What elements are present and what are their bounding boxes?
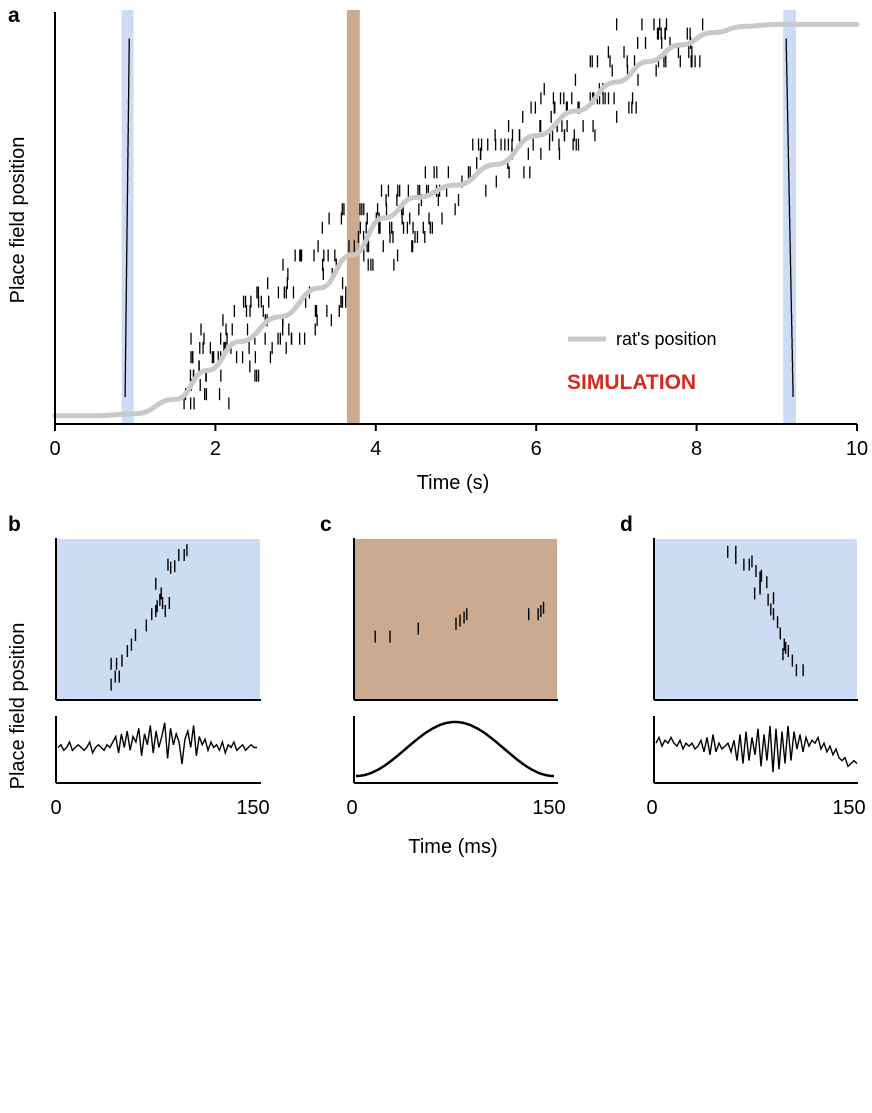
panel-d-lfp-trace [655,725,858,773]
panel-c-tick-0: 0 [346,797,357,819]
panel-letter-c: c [320,513,332,536]
panel-letter-d: d [620,513,633,536]
rat-position-line [52,21,860,419]
panel-a-shaded-intervals [121,10,797,424]
panel-a-y-axis-label: Place field position [7,137,29,304]
panel-b-tick-0: 0 [50,797,61,819]
panel-b-tick-150: 150 [236,797,269,819]
panel-d-tick-150: 150 [832,797,865,819]
panel-letter-b: b [8,513,21,536]
shaded-interval-theta-1 [346,10,360,424]
x-tick-label: 6 [531,438,542,460]
panel-d-spike-raster [727,545,804,677]
legend-label-rats-position: rat's position [616,329,717,349]
panel-letter-a: a [8,4,20,27]
panel-b-replay-background [57,539,260,699]
panel-c-x-axis-label: Time (ms) [408,836,497,858]
panel-a-x-axis-label: Time (s) [417,472,490,494]
x-tick-label: 8 [691,438,702,460]
panel-d-replay-background [655,539,857,699]
x-tick-label: 4 [370,438,381,460]
panel-b-lfp-trace [57,722,257,765]
panel-a-x-ticks: 0 2 4 6 8 10 [49,424,868,460]
panel-c-theta-wave [356,720,554,778]
simulation-label: SIMULATION [567,371,696,394]
panel-b-spike-raster [110,544,188,691]
panel-d: 0 150 d [620,513,866,819]
panel-a: 0 2 4 6 8 10 rat's position SIMULATION Time (… [7,4,868,494]
panel-c-spike-raster [374,601,545,643]
panel-c-tick-150: 150 [532,797,565,819]
x-tick-label: 0 [49,438,60,460]
x-tick-label: 2 [210,438,221,460]
panel-b: 0 150 Place field position b [7,513,270,819]
panel-c: 0 150 Time (ms) c [320,513,566,858]
panel-b-y-axis-label: Place field position [7,623,29,790]
panel-d-tick-0: 0 [646,797,657,819]
x-tick-label: 10 [846,438,868,460]
